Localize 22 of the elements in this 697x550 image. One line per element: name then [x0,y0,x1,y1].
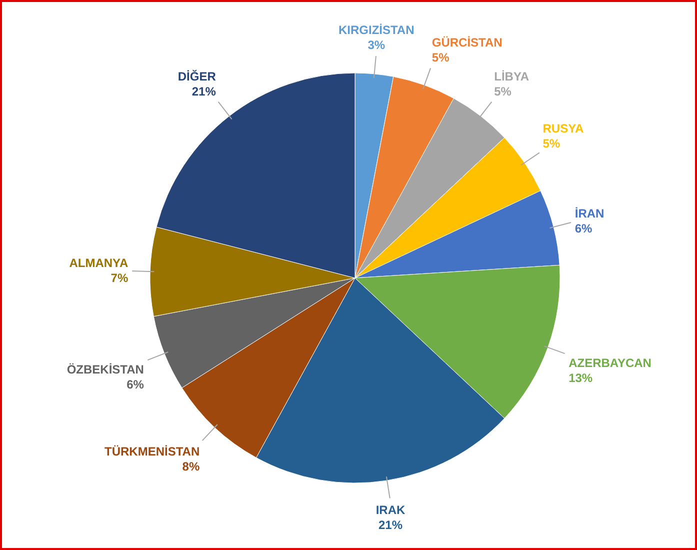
slice-label: AZERBAYCAN [568,356,652,370]
slice-label: LİBYA [494,70,530,84]
slice-label: ÖZBEKİSTAN [66,362,144,377]
data-label: 5% [542,136,560,150]
data-label: 6% [574,222,593,236]
slice-label: GÜRCİSTAN [432,35,502,50]
data-label: 13% [568,370,593,385]
slice-label: ALMANYA [69,256,128,270]
data-label: 21% [192,84,216,99]
data-label: 21% [378,518,403,532]
data-label: 8% [182,459,200,474]
data-label: 5% [494,84,512,99]
data-label: 5% [432,50,450,64]
data-label: 6% [126,378,144,392]
slice-label: IRAK [376,503,406,518]
slice-label: KIRGIZİSTAN [338,23,414,38]
data-label: 3% [368,38,386,52]
slice-label: DİĞER [178,70,216,84]
data-label: 7% [110,270,128,285]
slice-label: TÜRKMENİSTAN [104,444,200,458]
slice-label: RUSYA [542,121,584,136]
slice-label: İRAN [574,206,604,221]
